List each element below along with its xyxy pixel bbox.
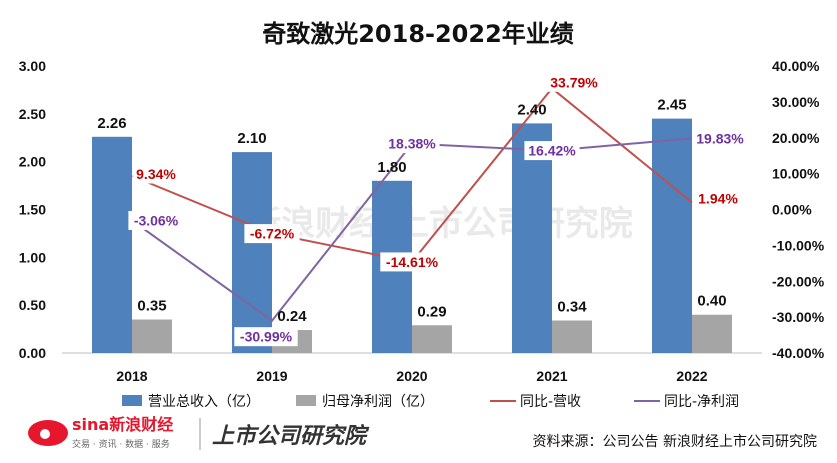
line-label-box bbox=[546, 72, 602, 92]
bar-net-profit bbox=[692, 314, 732, 353]
legend-label: 同比-营收 bbox=[520, 394, 581, 410]
right-tick-label: 30.00% bbox=[772, 94, 820, 110]
revenue-yoy-label: 1.94% bbox=[698, 191, 738, 207]
chart-title: 奇致激光2018-2022年业绩 bbox=[262, 20, 574, 48]
bar-value-label: 0.34 bbox=[557, 298, 587, 315]
right-axis: -40.00% -30.00% -20.00% -10.00% 0.00% 10.00% 2… bbox=[772, 58, 825, 361]
sina-eye-pupil bbox=[40, 429, 50, 439]
line-label-box bbox=[694, 189, 742, 209]
watermark-text: 新浪财经 上市公司研究院 bbox=[247, 204, 633, 244]
bar-revenue bbox=[512, 123, 552, 354]
bar-value-label: 1.80 bbox=[377, 159, 406, 176]
sina-logo-text: sina新浪财经 bbox=[72, 415, 173, 434]
source-note: 资料来源：公司公告 新浪财经上市公司研究院 bbox=[533, 433, 817, 450]
bar-net-profit bbox=[552, 320, 592, 353]
x-tick-label: 2018 bbox=[116, 368, 147, 384]
line-label-box bbox=[524, 141, 580, 161]
bar-revenue bbox=[232, 152, 272, 353]
profit-yoy-label: -30.99% bbox=[240, 329, 293, 345]
profit-yoy-label: 18.38% bbox=[388, 136, 436, 152]
revenue-yoy-label: -14.61% bbox=[386, 254, 439, 270]
bar-revenue bbox=[92, 136, 132, 353]
x-tick-label: 2021 bbox=[536, 368, 567, 384]
legend-swatch bbox=[122, 395, 142, 406]
line-label-box bbox=[692, 128, 748, 148]
bar-revenue bbox=[652, 118, 692, 353]
legend-label: 同比-净利润 bbox=[664, 394, 739, 410]
bar-value-label: 2.10 bbox=[237, 130, 266, 147]
line-label-box bbox=[132, 164, 180, 184]
revenue-yoy-label: -6.72% bbox=[250, 226, 295, 242]
legend: 营业总收入（亿） 归母净利润（亿） 同比-营收 同比-净利润 bbox=[122, 393, 739, 410]
left-tick-label: 1.50 bbox=[19, 202, 46, 218]
x-tick-label: 2020 bbox=[396, 368, 427, 384]
profit-yoy-label: 19.83% bbox=[696, 130, 744, 146]
right-tick-label: 20.00% bbox=[772, 130, 820, 146]
x-tick-label: 2019 bbox=[256, 368, 287, 384]
right-tick-label: 10.00% bbox=[772, 166, 820, 182]
legend-label: 营业总收入（亿） bbox=[148, 394, 260, 410]
sina-logo: sina新浪财经 交易 · 资讯 · 数据 · 服务 上市公司研究院 bbox=[28, 415, 370, 450]
right-tick-label: -20.00% bbox=[772, 273, 825, 289]
labels-layer: 2.26 2.10 1.80 2.40 2.45 0.35 0.24 0.29 0.34 0.40… bbox=[97, 72, 748, 347]
right-tick-label: 40.00% bbox=[772, 58, 820, 74]
bar-net-profit bbox=[412, 325, 452, 353]
legend-swatch bbox=[296, 395, 316, 406]
bar-value-label: 2.45 bbox=[657, 97, 686, 114]
profit-yoy-label: 16.42% bbox=[528, 143, 576, 159]
bar-value-label: 0.40 bbox=[697, 293, 726, 310]
line-label-box bbox=[128, 210, 184, 230]
footer: sina新浪财经 交易 · 资讯 · 数据 · 服务 上市公司研究院 资料来源：… bbox=[28, 415, 817, 450]
bar-value-label: 2.40 bbox=[517, 101, 546, 118]
revenue-yoy-label: 9.34% bbox=[136, 166, 176, 182]
revenue-yoy-label: 33.79% bbox=[550, 74, 598, 90]
line-label-box bbox=[380, 252, 444, 272]
profit-yoy-label: -3.06% bbox=[134, 212, 179, 228]
legend-label: 归母净利润（亿） bbox=[322, 393, 434, 410]
right-tick-label: -30.00% bbox=[772, 309, 825, 325]
right-tick-label: -40.00% bbox=[772, 345, 825, 361]
sina-logo-subtext: 交易 · 资讯 · 数据 · 服务 bbox=[72, 438, 170, 450]
line-label-box bbox=[234, 327, 298, 347]
left-tick-label: 2.50 bbox=[19, 106, 46, 122]
left-tick-label: 0.00 bbox=[19, 345, 46, 361]
left-tick-label: 3.00 bbox=[19, 58, 46, 74]
line-label-box bbox=[244, 224, 300, 244]
bar-net-profit bbox=[132, 319, 172, 353]
line-label-box bbox=[384, 134, 440, 154]
left-axis: 0.00 0.50 1.00 1.50 2.00 2.50 3.00 bbox=[19, 58, 46, 361]
left-tick-label: 1.00 bbox=[19, 249, 46, 265]
bar-value-label: 0.24 bbox=[277, 308, 307, 325]
institute-logo-text: 上市公司研究院 bbox=[212, 423, 370, 449]
right-tick-label: -10.00% bbox=[772, 237, 825, 253]
right-tick-label: 0.00% bbox=[772, 202, 812, 218]
left-tick-label: 2.00 bbox=[19, 154, 46, 170]
x-tick-label: 2022 bbox=[676, 368, 707, 384]
bar-value-label: 2.26 bbox=[97, 115, 126, 132]
bars-layer bbox=[92, 118, 732, 354]
bar-value-label: 0.35 bbox=[137, 298, 166, 315]
x-axis: 2018 2019 2020 2021 2022 bbox=[62, 352, 762, 384]
left-tick-label: 0.50 bbox=[19, 297, 46, 313]
bar-value-label: 0.29 bbox=[417, 303, 446, 320]
